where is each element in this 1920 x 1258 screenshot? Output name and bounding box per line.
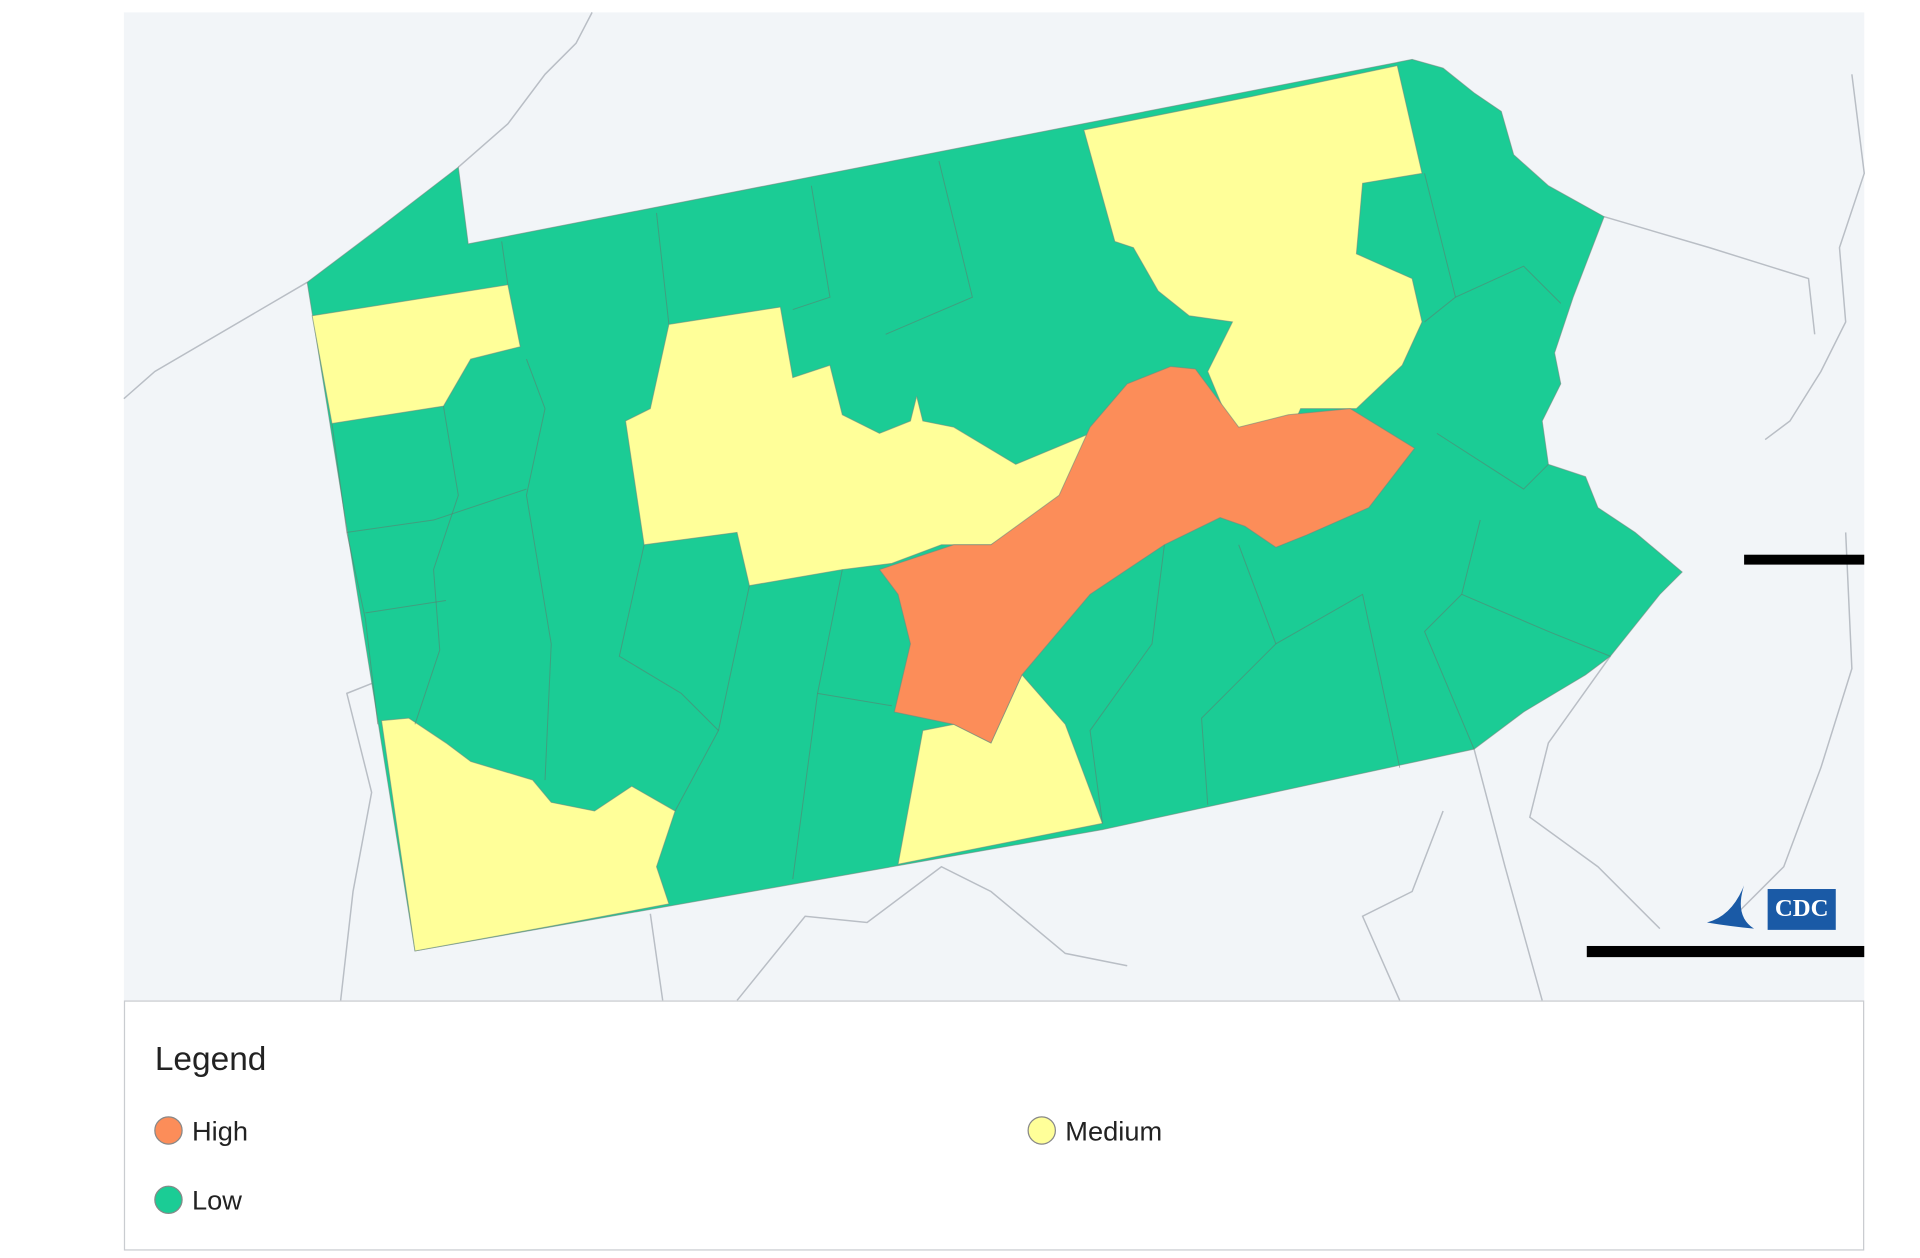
county-line [365,600,447,614]
county-line [817,692,892,707]
legend-label: High [192,1115,248,1146]
boundary [1603,215,1816,335]
county-line [618,544,719,731]
legend-label: Low [192,1185,242,1216]
county-line [1461,593,1611,657]
county-lines [331,160,1611,880]
medium-region [1083,65,1423,465]
boundary [1733,532,1853,917]
county-line [885,160,973,335]
legend-items: High Medium Low [154,1115,1162,1216]
cdc-logo: CDC [1706,885,1836,930]
scale-bar [1744,554,1865,565]
county-line [346,488,527,533]
logo-box [1767,889,1836,930]
legend-swatch [154,1116,183,1145]
county-line [414,406,459,725]
county-line [501,241,509,285]
boundary [1528,655,1661,930]
boundary [649,913,664,1001]
legend-swatch [154,1185,183,1215]
boundary [736,865,1128,1001]
county-line [331,423,379,725]
county-line [1455,265,1562,304]
medium-region [625,306,1092,587]
logo-emblem [1706,885,1755,929]
county-line [674,585,750,812]
boundary [1473,748,1543,1001]
boundary [123,281,308,400]
logo-text: CDC [1775,895,1829,922]
scale-bar [1586,945,1865,958]
neighbor-boundaries [123,12,1866,1001]
county-line [525,358,552,781]
county-line [656,212,670,325]
county-line [1201,544,1277,805]
legend-label: Medium [1065,1115,1162,1146]
county-line [1089,544,1165,824]
boundary [457,12,593,168]
boundary [339,680,379,1001]
boundary [1764,74,1866,441]
county-line [792,185,831,311]
county-line [1423,519,1481,750]
high-region [878,365,1416,744]
state-map [306,58,1683,952]
county-line [1275,593,1401,768]
county-line [1436,432,1549,490]
medium-region [380,717,676,952]
boundary [1361,810,1444,1001]
legend-panel [123,1000,1865,1251]
legend-swatch [1027,1116,1056,1145]
legend-title: Legend [155,1041,267,1078]
